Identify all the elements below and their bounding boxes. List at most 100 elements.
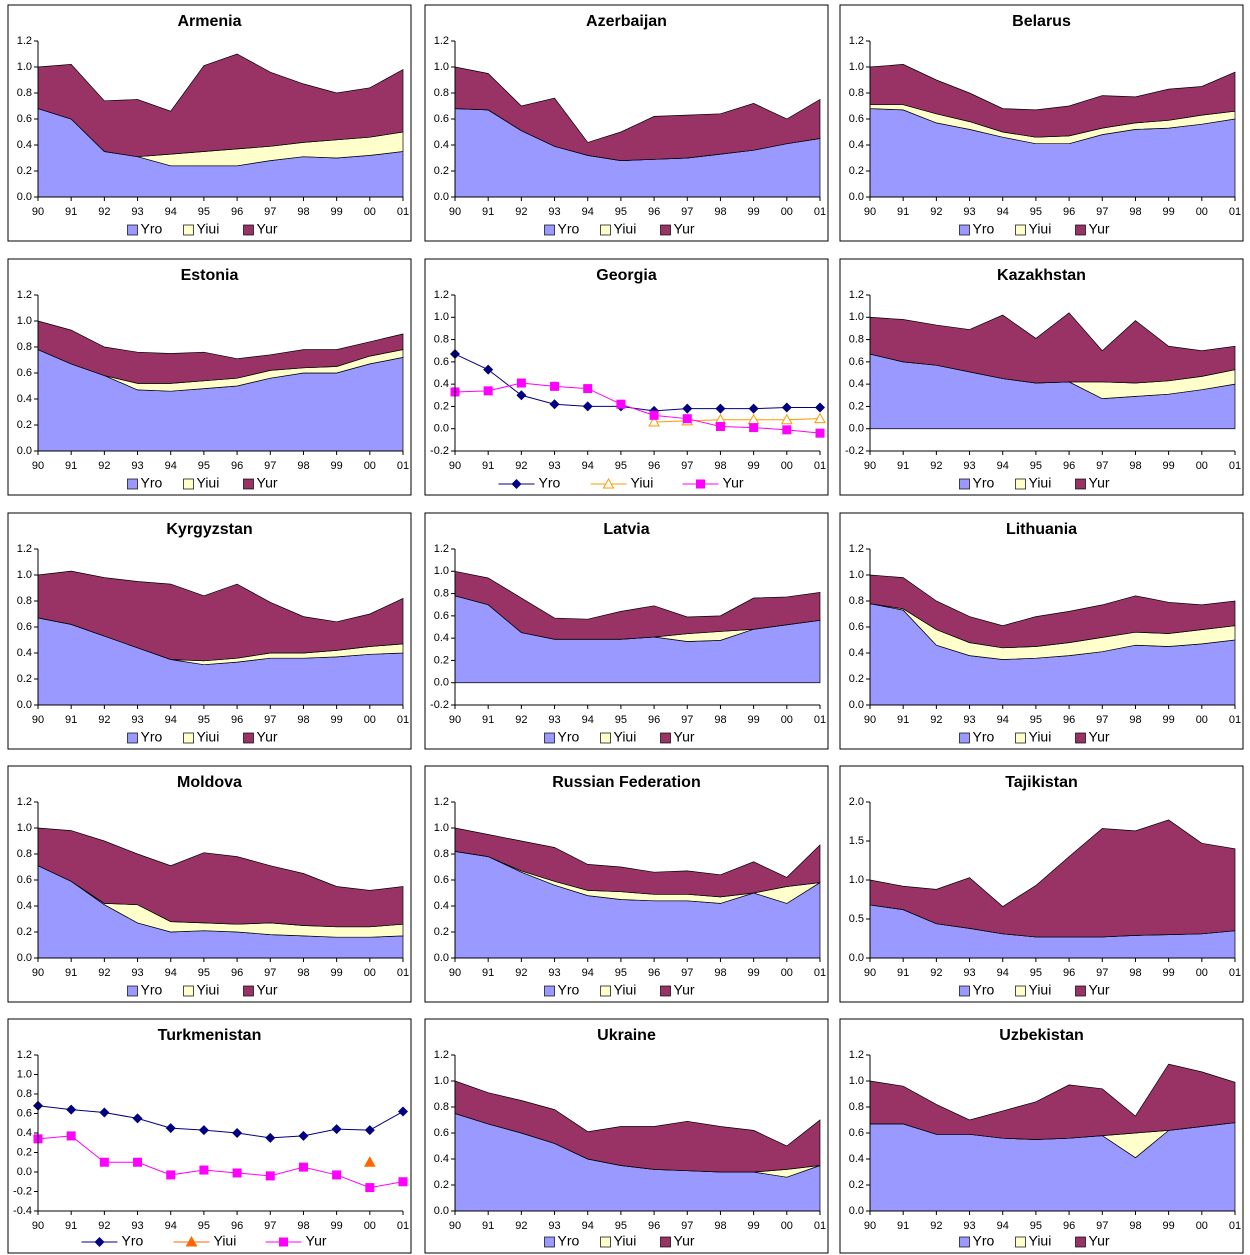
y-tick-label: 1.2: [17, 289, 32, 301]
legend-label: Yiui: [614, 221, 637, 237]
marker: [483, 364, 494, 375]
legend-swatch: [243, 732, 254, 744]
legend-swatch: [1075, 1236, 1086, 1248]
y-tick-label: 1.2: [849, 289, 864, 301]
x-tick-label: 00: [781, 206, 793, 218]
area: [454, 1080, 821, 1173]
x-tick-label: 01: [1229, 460, 1241, 472]
legend-swatch: [600, 1236, 611, 1248]
x-tick-label: 97: [264, 714, 276, 726]
marker: [782, 425, 792, 435]
marker: [199, 1165, 209, 1175]
legend-swatch: [959, 478, 970, 490]
y-tick-label: 0.0: [17, 699, 32, 711]
y-tick-label: 0.4: [17, 393, 32, 405]
y-tick-label: 0.6: [849, 621, 864, 633]
x-tick-label: 94: [997, 206, 1009, 218]
y-tick-label: 0.4: [434, 139, 449, 151]
y-tick-label: 0.8: [434, 587, 449, 599]
x-tick-label: 98: [297, 967, 309, 979]
x-tick-label: 97: [1096, 967, 1108, 979]
legend-marker: [602, 477, 615, 489]
legend-marker: [511, 479, 522, 489]
y-tick-label: 1.2: [434, 35, 449, 47]
legend-label: Yur: [674, 729, 695, 745]
x-tick-label: 94: [582, 206, 594, 218]
x-tick-label: 91: [482, 206, 494, 218]
x-tick-label: 00: [781, 460, 793, 472]
x-tick-label: 92: [930, 206, 942, 218]
legend-label: Yiui: [197, 221, 220, 237]
y-tick-label: -0.2: [845, 445, 864, 457]
x-tick-label: 01: [814, 206, 826, 218]
marker: [265, 1132, 276, 1143]
marker: [332, 1170, 342, 1180]
chart-title: Moldova: [177, 774, 242, 791]
legend-label: Yur: [1089, 1233, 1110, 1249]
legend-marker: [279, 1237, 288, 1247]
marker: [815, 402, 825, 413]
legend-marker: [94, 1237, 105, 1247]
x-tick-label: 94: [165, 460, 177, 472]
x-tick-label: 93: [963, 967, 975, 979]
marker: [265, 1171, 275, 1181]
x-tick-label: 90: [864, 967, 876, 979]
y-tick-label: 0.2: [17, 165, 32, 177]
legend-label: Yur: [257, 221, 278, 237]
marker: [166, 1170, 176, 1180]
x-tick-label: 91: [897, 206, 909, 218]
marker: [398, 1106, 408, 1117]
marker: [331, 1124, 342, 1135]
x-tick-label: 92: [930, 967, 942, 979]
y-tick-label: 1.2: [849, 1049, 864, 1061]
legend-label: Yro: [558, 1233, 580, 1249]
legend-label: Yur: [674, 982, 695, 998]
x-tick-label: 94: [165, 967, 177, 979]
line: [454, 353, 820, 412]
chart-title: Estonia: [181, 267, 239, 284]
x-tick-label: 98: [714, 714, 726, 726]
y-tick-label: 0.6: [434, 113, 449, 125]
legend-label: Yro: [973, 221, 995, 237]
y-tick-label: 0.5: [849, 913, 864, 925]
x-tick-label: 92: [98, 714, 110, 726]
y-tick-label: 0.8: [849, 595, 864, 607]
x-tick-label: 94: [582, 714, 594, 726]
y-tick-label: 0.4: [434, 632, 449, 644]
line: [654, 418, 821, 423]
legend-label: Yiui: [1029, 729, 1052, 745]
marker: [363, 1156, 376, 1167]
x-tick-label: 93: [131, 714, 143, 726]
y-tick-label: 0.2: [849, 673, 864, 685]
legend-label: Yro: [558, 221, 580, 237]
legend-label: Yiui: [214, 1233, 237, 1249]
y-tick-label: 1.2: [434, 289, 449, 301]
marker: [715, 421, 725, 431]
x-tick-label: 01: [1229, 714, 1241, 726]
y-tick-label: 0.0: [17, 1166, 32, 1178]
y-tick-label: 0.4: [434, 1153, 449, 1165]
legend-swatch: [1075, 985, 1086, 997]
marker: [516, 390, 527, 401]
x-tick-label: 97: [1096, 1220, 1108, 1232]
x-tick-label: 98: [714, 460, 726, 472]
marker: [365, 1183, 375, 1193]
x-tick-label: 93: [963, 714, 975, 726]
x-tick-label: 95: [615, 460, 627, 472]
x-tick-label: 99: [1163, 714, 1175, 726]
x-tick-label: 95: [1030, 206, 1042, 218]
x-tick-label: 96: [231, 714, 243, 726]
x-tick-label: 94: [997, 1220, 1009, 1232]
marker: [483, 386, 493, 396]
y-tick-label: 0.2: [849, 165, 864, 177]
y-tick-label: 0.0: [17, 445, 32, 457]
y-tick-label: 0.0: [434, 191, 449, 203]
x-tick-label: 97: [264, 967, 276, 979]
x-tick-label: 96: [1063, 206, 1075, 218]
legend-label: Yro: [973, 1233, 995, 1249]
legend-swatch: [243, 985, 254, 997]
legend-label: Yiui: [1029, 221, 1052, 237]
y-tick-label: 0.0: [849, 1205, 864, 1217]
y-tick-label: 0.6: [434, 874, 449, 886]
marker: [781, 402, 792, 413]
